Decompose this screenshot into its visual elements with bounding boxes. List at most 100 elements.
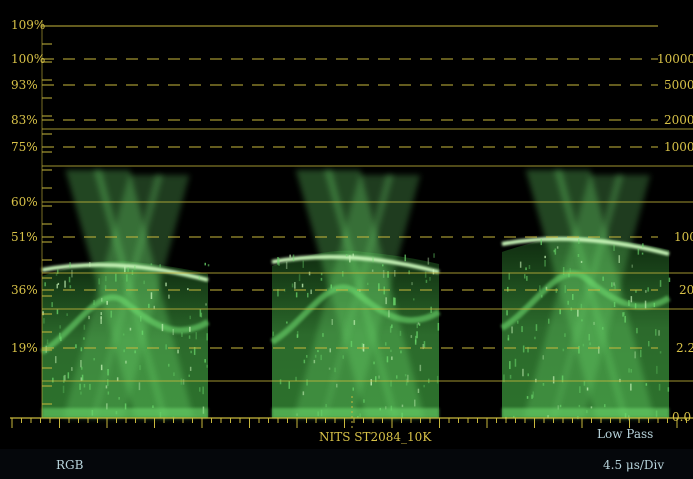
trace-speckle [523,346,525,353]
trace-speckle [400,331,402,336]
trace-speckle [190,367,192,371]
trace-speckle [579,386,581,393]
timebase-label: 4.5 μs/Div [603,459,664,471]
trace-speckle [134,266,136,270]
trace-speckle [388,310,390,317]
trace-speckle [189,327,191,332]
trace-speckle [143,281,145,285]
trace-speckle [567,301,569,305]
trace-base [272,408,439,418]
trace-speckle [322,333,324,337]
trace-speckle [190,316,192,319]
trace-speckle [563,267,565,275]
trace-speckle [510,375,512,379]
trace-speckle [425,272,427,278]
trace-speckle [602,277,604,281]
trace-speckle [204,359,206,362]
trace-speckle [508,338,510,341]
trace-speckle [346,254,348,256]
trace-speckle [303,261,305,268]
trace-speckle [522,369,524,376]
trace-speckle [411,282,413,285]
trace-speckle [557,246,559,248]
trace-speckle [411,335,413,338]
trace-speckle [200,309,202,316]
trace-speckle [613,245,615,251]
trace-speckle [385,297,387,304]
trace-speckle [565,285,567,293]
trace-speckle [638,248,640,254]
trace-speckle [660,280,662,287]
trace-speckle [400,351,402,354]
trace-speckle [645,301,647,309]
trace-speckle [295,377,297,381]
trace-speckle [570,268,572,273]
trace-speckle [189,375,191,377]
trace-speckle [292,284,294,288]
trace-speckle [47,340,49,345]
trace-speckle [648,341,650,346]
trace-speckle [430,307,432,313]
trace-speckle [105,276,107,281]
trace-speckle [107,379,109,386]
trace-speckle [593,322,595,325]
trace-speckle [602,327,604,330]
trace-speckle [168,364,170,367]
trace-speckle [390,350,392,352]
trace-speckle [84,325,86,330]
trace-speckle [640,350,642,358]
trace-speckle [148,304,150,308]
trace-speckle [342,271,344,276]
trace-speckle [402,405,404,408]
trace-speckle [173,372,175,376]
trace-speckle [581,304,583,309]
trace-speckle [80,392,82,395]
trace-speckle [642,253,644,255]
trace-speckle [632,265,634,268]
trace-speckle [115,274,117,282]
trace-speckle [372,257,374,263]
trace-speckle [199,387,201,391]
trace-speckle [414,400,416,407]
trace-speckle [391,325,393,329]
trace-speckle [304,360,306,364]
trace-speckle [273,332,275,336]
trace-speckle [130,328,132,331]
trace-speckle [59,325,61,328]
trace-speckle [81,347,83,351]
trace-speckle [433,253,435,258]
trace-speckle [101,298,103,302]
trace-speckle [42,311,44,315]
trace-speckle [563,349,565,352]
trace-speckle [387,356,389,362]
trace-speckle [420,365,422,371]
trace-speckle [309,272,311,276]
scale-label-83: 83% [11,114,38,126]
trace-speckle [111,311,113,318]
trace-speckle [334,368,336,373]
trace-speckle [306,355,308,358]
trace-speckle [578,254,580,257]
trace-speckle [584,381,586,386]
trace-speckle [303,391,305,395]
trace-speckle [572,294,574,300]
trace-speckle [89,262,91,267]
trace-speckle [101,312,103,315]
trace-speckle [579,405,581,407]
trace-speckle [628,368,630,372]
trace-speckle [46,346,48,353]
trace-speckle [622,312,624,316]
trace-speckle [354,320,356,325]
trace-speckle [183,379,185,384]
trace-speckle [296,292,298,297]
trace-speckle [142,331,144,335]
trace-speckle [206,365,208,368]
bottom-axis-ticks [12,418,687,428]
trace-speckle [631,296,633,302]
scale-label-36: 36% [11,284,38,296]
trace-speckle [659,384,661,391]
waveform-traces [42,170,670,420]
trace-speckle [655,329,657,336]
trace-speckle [293,255,295,262]
scale-label-100: 100% [11,53,45,65]
